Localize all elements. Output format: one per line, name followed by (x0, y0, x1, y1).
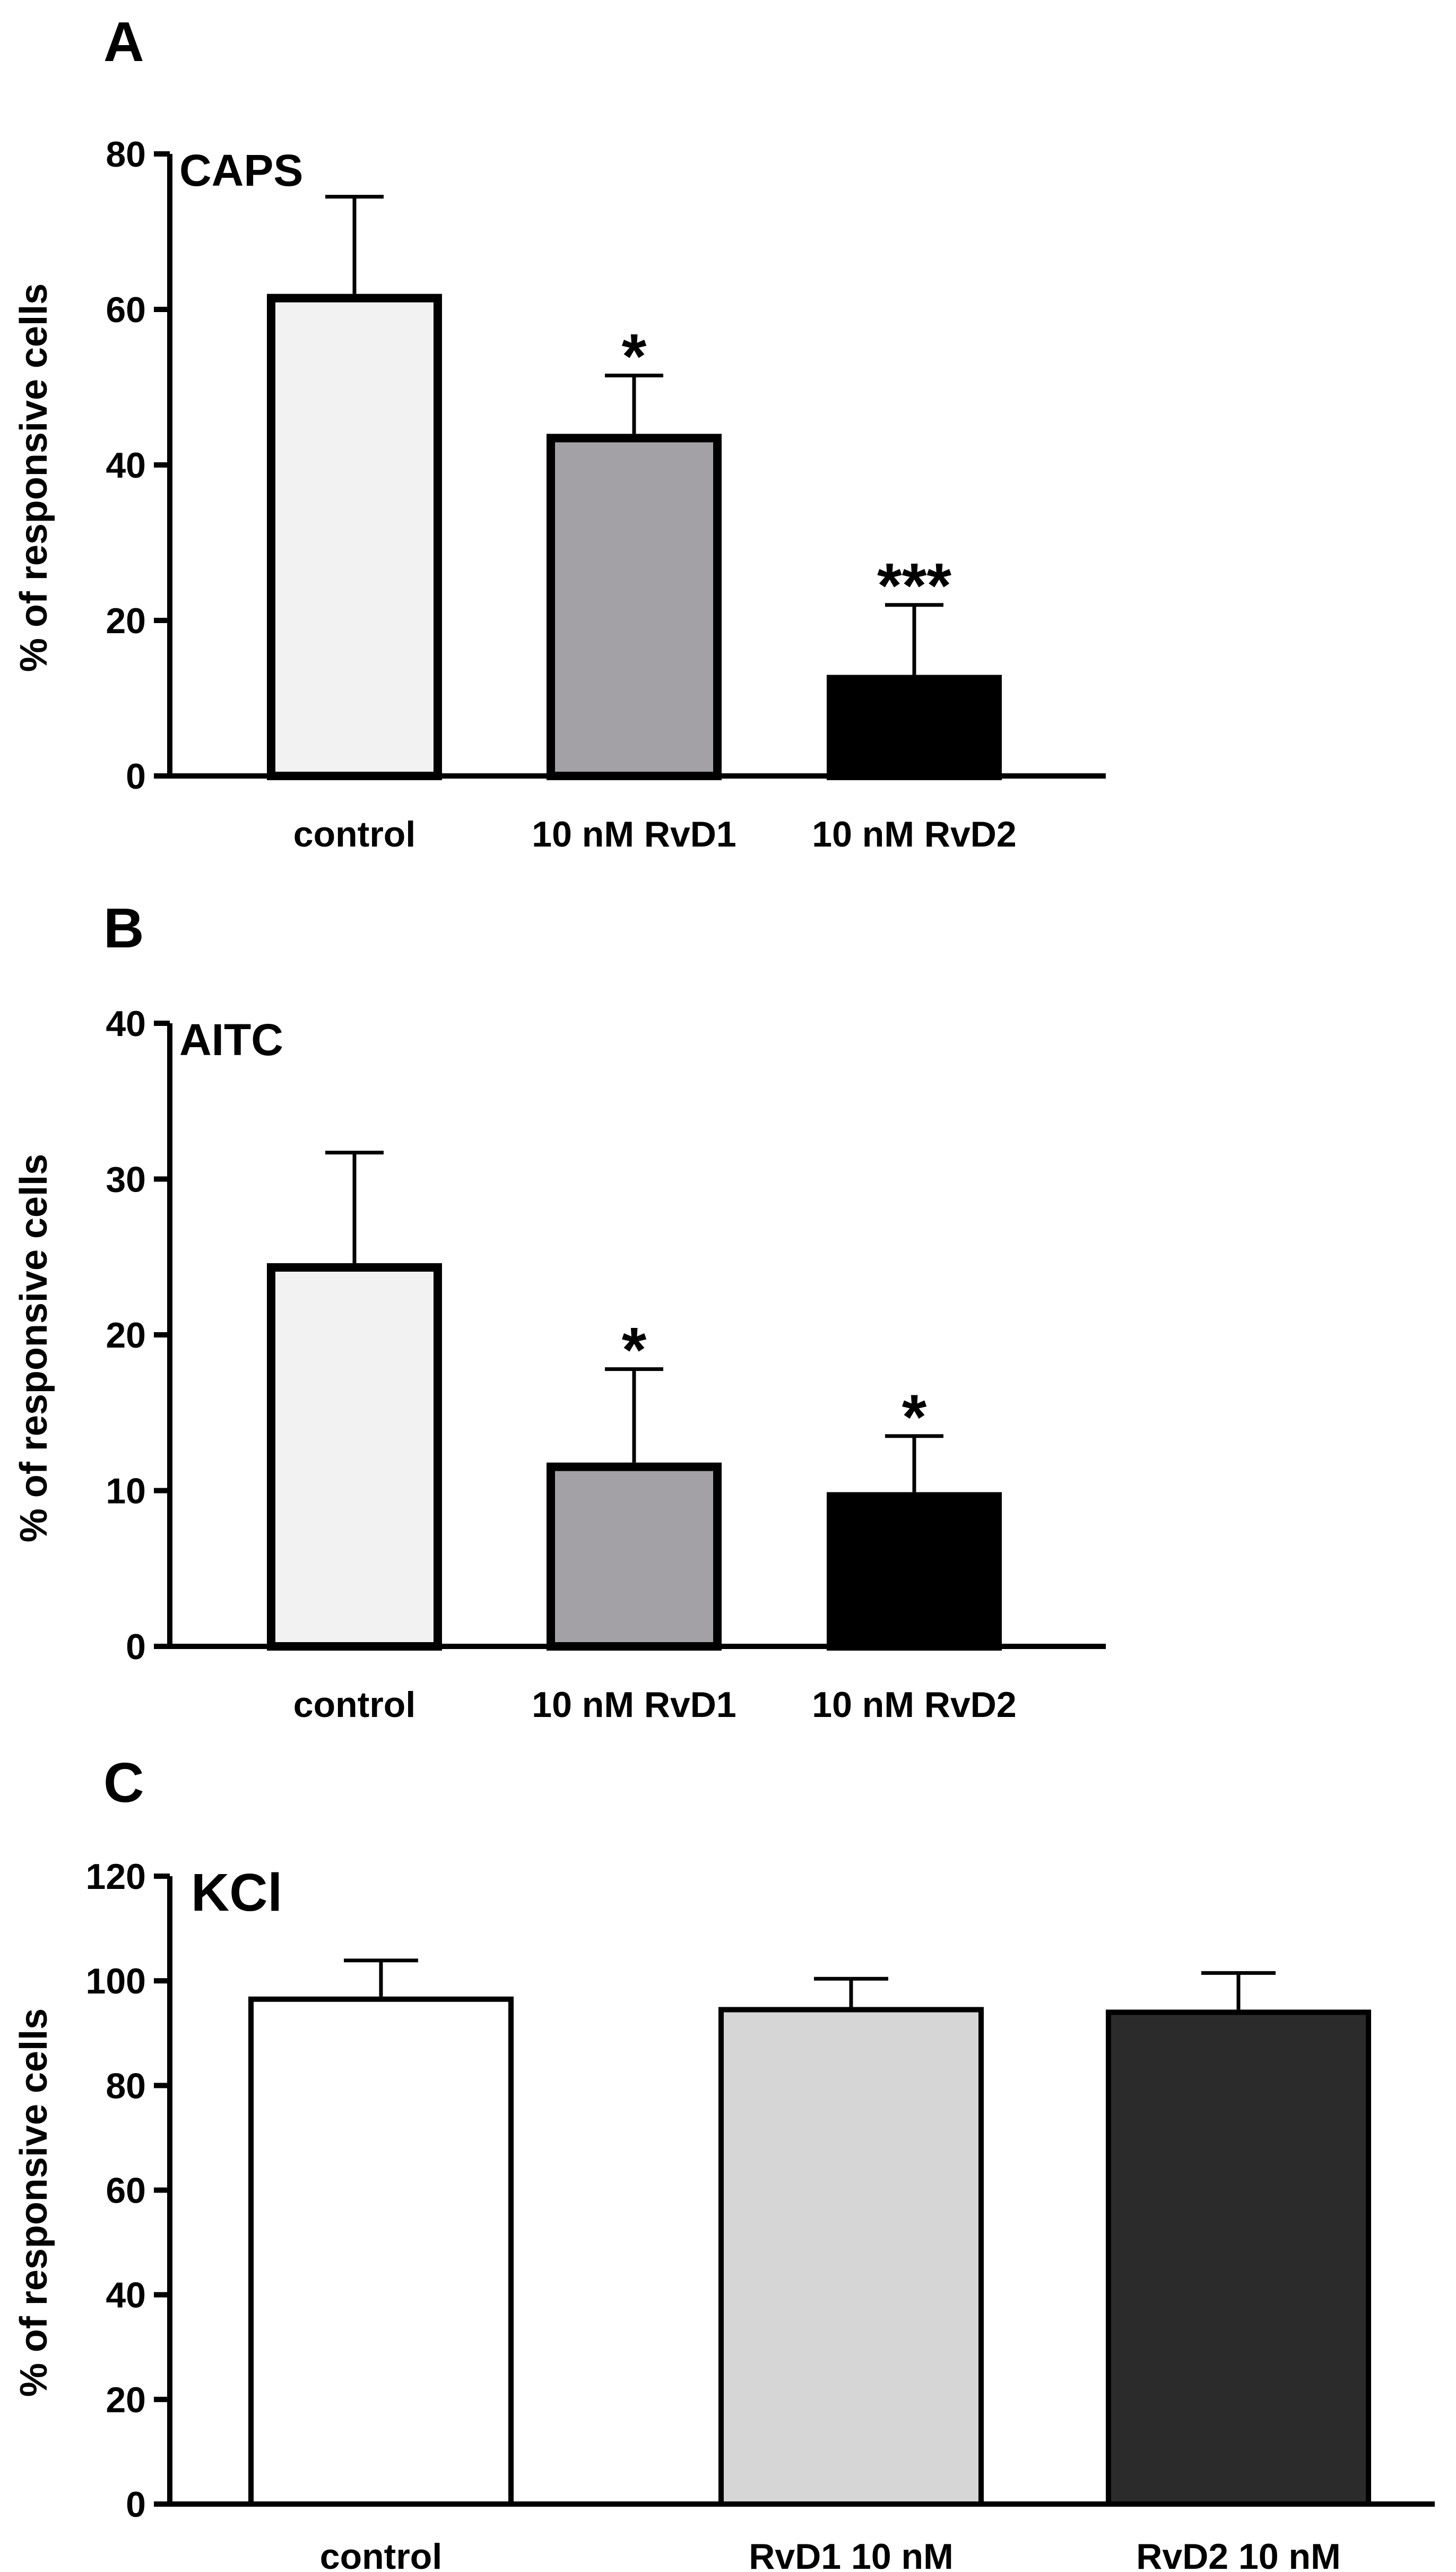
panel-b-y-axis-label: % of responsive cells (13, 1154, 55, 1542)
bar (1106, 2009, 1371, 2507)
category-label: 10 nM RvD2 (812, 814, 1016, 855)
significance-marker: *** (877, 550, 951, 622)
y-tick-label: 40 (106, 2275, 146, 2316)
y-tick-label: 20 (106, 601, 146, 641)
bar (267, 294, 442, 780)
y-tick-label: 30 (106, 1160, 146, 1200)
y-tick-label: 80 (106, 2066, 146, 2106)
y-tick-label: 60 (106, 2171, 146, 2211)
panel-a-y-ticks: 0 20 40 60 80 (106, 134, 170, 797)
panel-a-title: CAPS (179, 145, 303, 195)
significance-marker: * (902, 1382, 927, 1453)
bar (547, 1462, 722, 1651)
bar (718, 2007, 984, 2507)
category-label: 10 nM RvD2 (812, 1685, 1016, 1725)
bar (248, 1996, 514, 2507)
bar (547, 434, 722, 780)
significance-marker: * (622, 321, 647, 392)
y-tick-label: 100 (86, 1961, 146, 2001)
bar (827, 1492, 1002, 1651)
category-label: RvD1 10 nM (749, 2536, 953, 2572)
panel-c-bars: control RvD1 10 nM RvD2 10 nM (248, 1958, 1371, 2572)
y-tick-label: 80 (106, 134, 146, 175)
panel-c-y-axis-label: % of responsive cells (13, 2008, 55, 2397)
y-tick-label: 20 (106, 1315, 146, 1356)
category-label: 10 nM RvD1 (532, 1685, 736, 1725)
panel-a-y-axis-label: % of responsive cells (13, 283, 55, 672)
panel-a-letter: A (103, 11, 144, 73)
panel-c-letter: C (103, 1751, 144, 1814)
y-tick-label: 40 (106, 1004, 146, 1044)
category-label: control (293, 814, 415, 855)
category-label: 10 nM RvD1 (532, 814, 736, 855)
panel-c-y-ticks: 0 20 40 60 80 100 120 (86, 1857, 170, 2525)
bar (827, 675, 1002, 781)
category-label: control (320, 2536, 442, 2572)
panel-b-letter: B (103, 897, 144, 960)
category-label: control (293, 1685, 415, 1725)
significance-marker: * (622, 1315, 647, 1386)
category-label: RvD2 10 nM (1136, 2536, 1340, 2572)
panel-a-bars: control * 10 nM RvD1 *** 10 nM RvD2 (267, 195, 1017, 855)
panel-c: C 0 20 40 60 80 100 120 control RvD1 10 nM RvD2 … (13, 1751, 1435, 2572)
y-tick-label: 0 (126, 756, 146, 797)
panel-b-title: AITC (179, 1015, 283, 1065)
y-tick-label: 0 (126, 1627, 146, 1667)
y-tick-label: 120 (86, 1857, 146, 1897)
panel-b-y-ticks: 0 10 20 30 40 (106, 1004, 170, 1667)
y-tick-label: 60 (106, 290, 146, 330)
bar (267, 1263, 442, 1651)
y-tick-label: 40 (106, 445, 146, 486)
y-tick-label: 0 (126, 2484, 146, 2525)
y-tick-label: 20 (106, 2380, 146, 2420)
panel-a: A 0 20 40 60 80 control * 10 nM RvD1 *** 10 nM R… (13, 11, 1106, 855)
panel-b-bars: control * 10 nM RvD1 * 10 nM RvD2 (267, 1151, 1017, 1725)
panel-c-title: KCl (191, 1863, 282, 1922)
y-tick-label: 10 (106, 1471, 146, 1512)
panel-b: B 0 10 20 30 40 control * 10 nM RvD1 * 10 nM RvD… (13, 897, 1106, 1725)
